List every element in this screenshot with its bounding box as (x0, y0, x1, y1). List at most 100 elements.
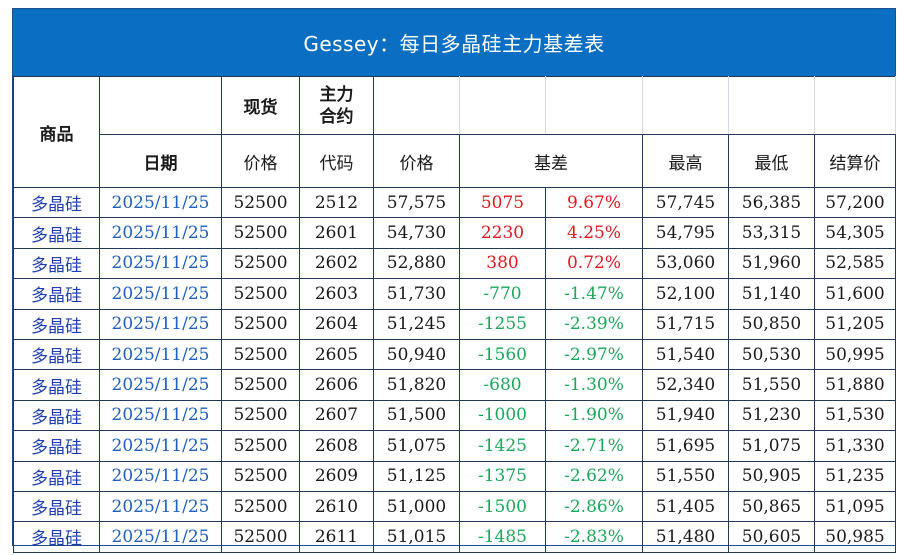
cell-basis-pct: -1.90% (545, 399, 643, 432)
cell-price: 51,730 (373, 278, 460, 310)
cell-spot-price: 52500 (221, 399, 300, 432)
table-row: 多晶硅 2025/11/25 52500 2601 54,730 2230 4.25% 54,… (13, 217, 896, 249)
cell-date: 2025/11/25 (99, 460, 222, 492)
cell-product: 多晶硅 (13, 186, 100, 219)
cell-date: 2025/11/25 (99, 521, 222, 553)
basis-table: 商品 现货 主力合约 日期 价格 代码 价格 基差 最高 最低 结算价 (13, 76, 896, 553)
header-spot: 现货 (221, 76, 300, 135)
cell-date: 2025/11/25 (99, 247, 222, 280)
cell-date: 2025/11/25 (99, 186, 222, 219)
cell-basis: 5075 (459, 186, 546, 219)
cell-basis: -1255 (459, 308, 546, 340)
cell-product: 多晶硅 (13, 490, 100, 523)
cell-low: 51,550 (728, 369, 815, 401)
cell-product: 多晶硅 (13, 399, 100, 432)
table-row: 多晶硅 2025/11/25 52500 2607 51,500 -1000 -1.90% 5… (13, 399, 896, 432)
cell-code: 2607 (299, 399, 374, 432)
header-price: 价格 (373, 134, 460, 188)
cell-price: 54,730 (373, 217, 460, 249)
cell-basis: -1375 (459, 460, 546, 492)
cell-high: 51,480 (642, 521, 729, 553)
table-row: 多晶硅 2025/11/25 52500 2611 51,015 -1485 -2.83% 5… (13, 521, 896, 553)
header-blank (545, 76, 643, 135)
cell-low: 51,075 (728, 430, 815, 462)
cell-code: 2602 (299, 247, 374, 280)
cell-price: 51,075 (373, 430, 460, 462)
cell-price: 52,880 (373, 247, 460, 280)
cell-settle: 52,585 (814, 247, 896, 280)
header-blank (728, 76, 815, 135)
cell-low: 50,530 (728, 338, 815, 371)
cell-high: 57,745 (642, 186, 729, 219)
basis-table-card: Gessey：每日多晶硅主力基差表 商品 现货 主力合约 (12, 8, 896, 553)
cell-code: 2601 (299, 217, 374, 249)
cell-low: 53,315 (728, 217, 815, 249)
cell-settle: 50,995 (814, 338, 896, 371)
table-row: 多晶硅 2025/11/25 52500 2602 52,880 380 0.72% 53,0… (13, 247, 896, 280)
table-row: 多晶硅 2025/11/25 52500 2605 50,940 -1560 -2.97% 5… (13, 338, 896, 371)
cell-spot-price: 52500 (221, 369, 300, 401)
cell-product: 多晶硅 (13, 460, 100, 492)
cell-spot-price: 52500 (221, 247, 300, 280)
cell-high: 52,100 (642, 278, 729, 310)
header-code: 代码 (299, 134, 374, 188)
cell-code: 2611 (299, 521, 374, 553)
cell-price: 51,245 (373, 308, 460, 340)
cell-basis-pct: -1.30% (545, 369, 643, 401)
cell-basis: 380 (459, 247, 546, 280)
cell-spot-price: 52500 (221, 430, 300, 462)
cell-price: 51,015 (373, 521, 460, 553)
cell-basis-pct: -2.97% (545, 338, 643, 371)
header-blank (642, 76, 729, 135)
cell-low: 50,605 (728, 521, 815, 553)
cell-code: 2606 (299, 369, 374, 401)
cell-basis: -1000 (459, 399, 546, 432)
cell-code: 2605 (299, 338, 374, 371)
cell-code: 2604 (299, 308, 374, 340)
cell-basis-pct: -2.62% (545, 460, 643, 492)
cell-settle: 51,235 (814, 460, 896, 492)
cell-product: 多晶硅 (13, 521, 100, 553)
header-row-2: 日期 价格 代码 价格 基差 最高 最低 结算价 (14, 134, 896, 188)
table-row: 多晶硅 2025/11/25 52500 2512 57,575 5075 9.67% 57,… (13, 186, 896, 219)
cell-spot-price: 52500 (221, 308, 300, 340)
cell-product: 多晶硅 (13, 217, 100, 249)
cell-code: 2512 (299, 186, 374, 219)
table-row: 多晶硅 2025/11/25 52500 2608 51,075 -1425 -2.71% 5… (13, 430, 896, 462)
cell-date: 2025/11/25 (99, 369, 222, 401)
cell-basis-pct: 0.72% (545, 247, 643, 280)
cell-settle: 51,095 (814, 490, 896, 523)
cell-low: 51,140 (728, 278, 815, 310)
cell-high: 51,405 (642, 490, 729, 523)
cell-price: 57,575 (373, 186, 460, 219)
cell-basis: -680 (459, 369, 546, 401)
cell-basis: -1485 (459, 521, 546, 553)
cell-date: 2025/11/25 (99, 490, 222, 523)
cell-price: 51,500 (373, 399, 460, 432)
cell-basis-pct: -2.83% (545, 521, 643, 553)
cell-settle: 51,330 (814, 430, 896, 462)
header-date: 日期 (99, 134, 222, 188)
cell-basis: -1560 (459, 338, 546, 371)
cell-product: 多晶硅 (13, 278, 100, 310)
cell-code: 2608 (299, 430, 374, 462)
cell-high: 51,695 (642, 430, 729, 462)
table-body: 多晶硅 2025/11/25 52500 2512 57,575 5075 9.67% 57,… (13, 186, 896, 553)
cell-settle: 51,600 (814, 278, 896, 310)
header-product: 商品 (13, 76, 100, 188)
page-title: Gessey：每日多晶硅主力基差表 (13, 9, 895, 76)
header-row-1: 商品 现货 主力合约 (13, 76, 896, 188)
cell-price: 50,940 (373, 338, 460, 371)
header-contract: 主力合约 (299, 76, 374, 135)
cell-product: 多晶硅 (13, 308, 100, 340)
cell-date: 2025/11/25 (99, 430, 222, 462)
cell-spot-price: 52500 (221, 186, 300, 219)
cell-spot-price: 52500 (221, 460, 300, 492)
cell-product: 多晶硅 (13, 247, 100, 280)
cell-basis-pct: -2.86% (545, 490, 643, 523)
cell-basis: -1425 (459, 430, 546, 462)
cell-date: 2025/11/25 (99, 399, 222, 432)
cell-basis-pct: 9.67% (545, 186, 643, 219)
cell-high: 51,550 (642, 460, 729, 492)
cell-spot-price: 52500 (221, 278, 300, 310)
